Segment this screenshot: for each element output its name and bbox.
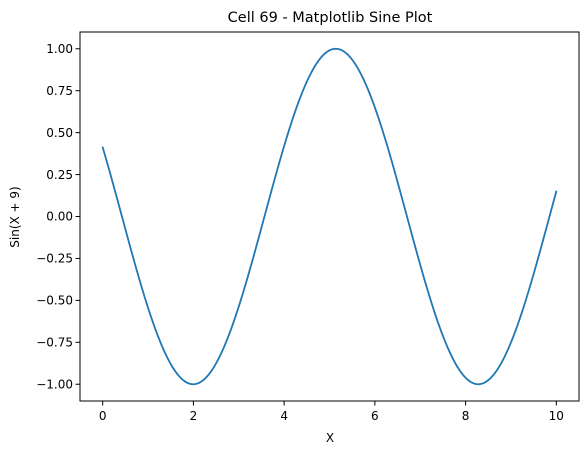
y-tick-label: −0.75	[36, 335, 73, 349]
x-tick-label: 8	[462, 409, 470, 423]
chart-title: Cell 69 - Matplotlib Sine Plot	[228, 10, 433, 26]
y-tick-label: −0.25	[36, 252, 73, 266]
x-axis-ticks: 0 2 4 6 8 10	[99, 401, 564, 423]
y-tick-label: 1.00	[46, 42, 73, 56]
x-tick-label: 4	[280, 409, 288, 423]
y-tick-label: 0.75	[46, 84, 73, 98]
plot-area	[79, 31, 580, 402]
x-tick-label: 10	[549, 409, 564, 423]
y-tick-label: 0.25	[46, 168, 73, 182]
x-axis-label: X	[326, 431, 334, 445]
y-tick-label: −0.50	[36, 294, 73, 308]
x-tick-label: 6	[371, 409, 379, 423]
axes-frame	[79, 31, 580, 402]
y-tick-label: 0.50	[46, 126, 73, 140]
y-tick-label: −1.00	[36, 377, 73, 391]
x-tick-label: 0	[99, 409, 107, 423]
y-axis-label: Sin(X + 9)	[8, 186, 22, 247]
x-tick-label: 2	[190, 409, 198, 423]
series-line	[101, 47, 558, 386]
y-axis-ticks: −1.00 −0.75 −0.50 −0.25 0.00 0.25 0.50 0.75 1.00	[36, 42, 80, 391]
y-tick-label: 0.00	[46, 210, 73, 224]
